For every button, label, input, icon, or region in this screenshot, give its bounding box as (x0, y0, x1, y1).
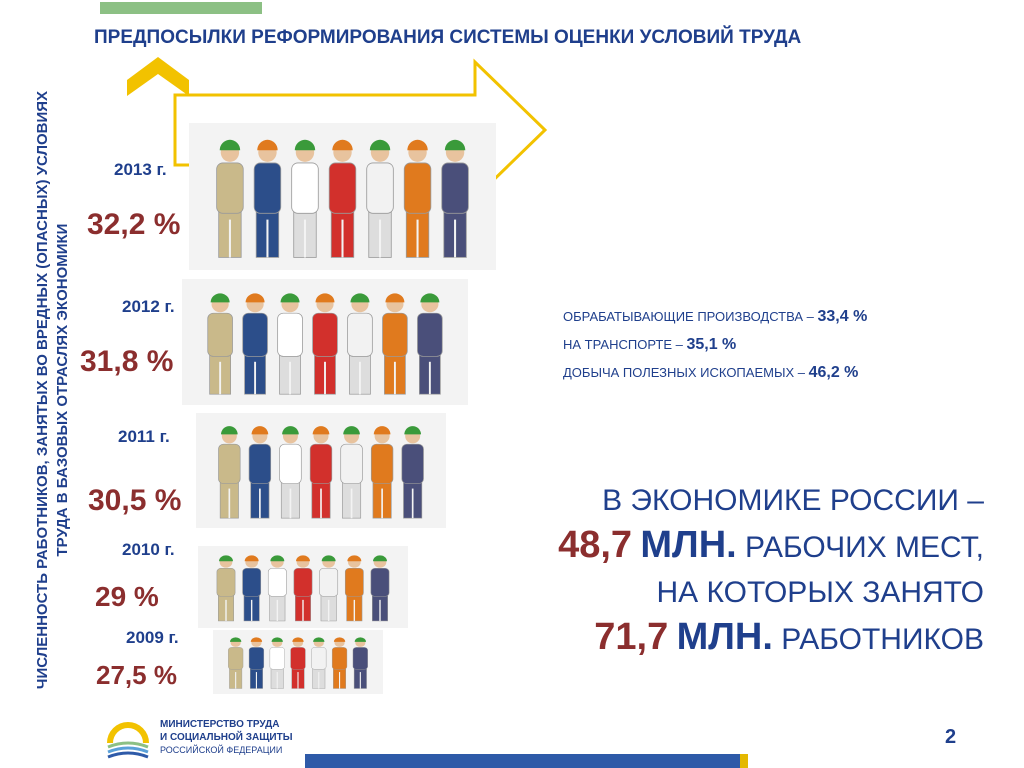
workers-image-2013 (189, 123, 496, 270)
workers-image-2009 (213, 630, 383, 694)
workers-image-2011 (196, 413, 446, 528)
stat-row: НА ТРАНСПОРТЕ – 35,1 % (563, 331, 867, 359)
stat-label: НА ТРАНСПОРТЕ – (563, 337, 687, 352)
summary-line-1: В ЭКОНОМИКЕ РОССИИ – (602, 484, 984, 517)
worker-figure (253, 139, 282, 258)
worker-figure (218, 426, 241, 519)
percent-2011: 30,5 % (88, 484, 182, 517)
worker-figures (216, 139, 469, 258)
ministry-logo-icon (107, 722, 149, 759)
jobs-text: РАБОЧИХ МЕСТ, (745, 531, 984, 564)
worker-figure (347, 293, 373, 395)
ministry-line-2: И СОЦИАЛЬНОЙ ЗАЩИТЫ (160, 732, 293, 743)
stat-value: 35,1 % (686, 336, 737, 353)
worker-figure (293, 555, 313, 622)
worker-figure (370, 555, 390, 622)
vertical-axis-label: ЧИСЛЕННОСТЬ РАБОТНИКОВ, ЗАНЯТЫХ ВО ВРЕДН… (34, 90, 71, 690)
worker-figure (403, 139, 432, 258)
worker-figures (228, 637, 368, 689)
worker-figure (401, 426, 424, 519)
ministry-line-1: МИНИСТЕРСТВО ТРУДА (160, 719, 280, 730)
jobs-unit: МЛН. (640, 524, 737, 566)
stat-row: ДОБЫЧА ПОЛЕЗНЫХ ИСКОПАЕМЫХ – 46,2 % (563, 359, 867, 387)
page-title: ПРЕДПОСЫЛКИ РЕФОРМИРОВАНИЯ СИСТЕМЫ ОЦЕНК… (94, 27, 802, 48)
worker-figure (344, 555, 364, 622)
worker-figure (242, 293, 268, 395)
worker-figure (331, 637, 348, 689)
year-label-2013: 2013 г. (114, 160, 167, 179)
worker-figure (370, 426, 394, 519)
industry-stats: ОБРАБАТЫВАЮЩИЕ ПРОИЗВОДСТВА – 33,4 % НА … (563, 303, 867, 387)
summary-line-4: 71,7 МЛН. РАБОТНИКОВ (558, 615, 984, 662)
worker-figure (311, 637, 327, 689)
worker-figure (290, 637, 306, 689)
worker-figure (216, 555, 236, 622)
worker-figure (441, 139, 469, 258)
worker-figure (269, 637, 285, 689)
percent-2010: 29 % (95, 581, 159, 612)
percent-2013: 32,2 % (87, 208, 181, 241)
economy-summary: В ЭКОНОМИКЕ РОССИИ – 48,7 МЛН. РАБОЧИХ М… (558, 478, 984, 662)
workers-text: РАБОТНИКОВ (781, 623, 984, 656)
ministry-line-3: РОССИЙСКОЙ ФЕДЕРАЦИИ (160, 745, 283, 755)
worker-figure (242, 555, 262, 622)
page-number: 2 (945, 726, 957, 748)
worker-figure (340, 426, 363, 519)
worker-figure (277, 293, 303, 395)
worker-figures (207, 293, 443, 395)
worker-figure (291, 139, 319, 258)
year-label-2009: 2009 г. (126, 628, 179, 647)
percent-2012: 31,8 % (80, 345, 174, 378)
summary-line-3: НА КОТОРЫХ ЗАНЯТО (656, 576, 984, 609)
worker-figures (216, 555, 390, 622)
year-label-2011: 2011 г. (118, 427, 170, 446)
worker-figure (279, 426, 302, 519)
stat-label: ДОБЫЧА ПОЛЕЗНЫХ ИСКОПАЕМЫХ – (563, 365, 809, 380)
jobs-number: 48,7 (558, 524, 633, 566)
bottom-accent-bar (305, 754, 740, 768)
year-label-2010: 2010 г. (122, 540, 175, 559)
worker-figure (228, 637, 244, 689)
worker-figures (218, 426, 424, 519)
worker-figure (319, 555, 339, 622)
worker-figure (267, 555, 287, 622)
top-accent-bar (100, 2, 262, 14)
worker-figure (417, 293, 443, 395)
worker-figure (207, 293, 233, 395)
workers-image-2010 (198, 546, 408, 628)
stat-label: ОБРАБАТЫВАЮЩИЕ ПРОИЗВОДСТВА – (563, 309, 818, 324)
workers-image-2012 (182, 279, 468, 405)
stat-row: ОБРАБАТЫВАЮЩИЕ ПРОИЗВОДСТВА – 33,4 % (563, 303, 867, 331)
worker-figure (216, 139, 244, 258)
percent-2009: 27,5 % (96, 660, 177, 690)
year-label-2012: 2012 г. (122, 297, 175, 316)
stat-value: 33,4 % (817, 308, 868, 325)
worker-figure (309, 426, 333, 519)
worker-figure (366, 139, 394, 258)
stat-value: 46,2 % (808, 364, 859, 381)
bottom-accent-mark (740, 754, 748, 768)
ministry-name: МИНИСТЕРСТВО ТРУДА И СОЦИАЛЬНОЙ ЗАЩИТЫ Р… (160, 718, 293, 757)
workers-number: 71,7 (594, 616, 669, 658)
worker-figure (328, 139, 357, 258)
worker-figure (352, 637, 368, 689)
worker-figure (312, 293, 338, 395)
workers-unit: МЛН. (676, 616, 773, 658)
worker-figure (248, 426, 272, 519)
worker-figure (382, 293, 408, 395)
summary-line-2: 48,7 МЛН. РАБОЧИХ МЕСТ, (558, 523, 984, 570)
worker-figure (248, 637, 265, 689)
